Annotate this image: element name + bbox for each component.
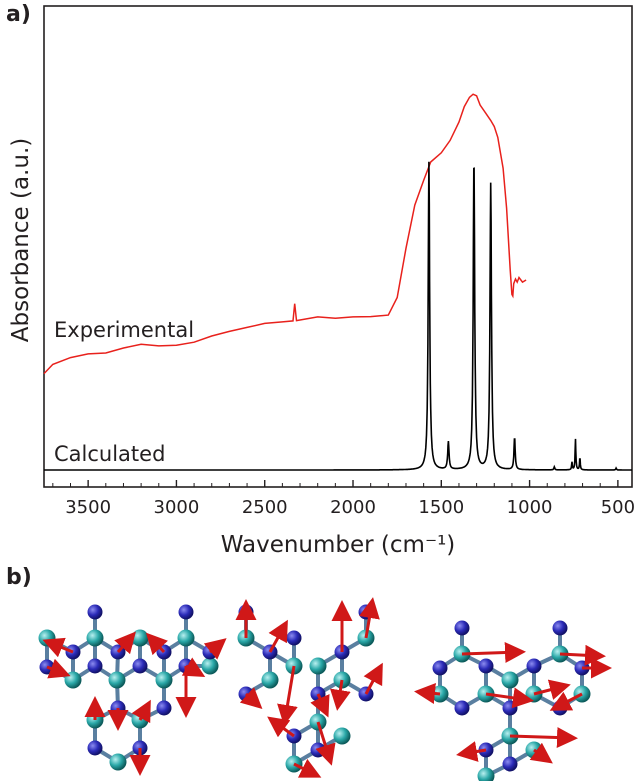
x-tick-label-1000: 1000 — [507, 497, 553, 518]
molecule-mode-1 — [38, 604, 227, 776]
displacement-arrow — [268, 619, 288, 653]
displacement-arrow — [485, 687, 534, 709]
displacement-arrow — [310, 693, 330, 718]
series-layer — [43, 93, 632, 471]
series-calculated-line — [44, 161, 632, 471]
nitrogen-atom — [432, 660, 448, 676]
nitrogen-atom — [454, 620, 470, 636]
nitrogen-atom — [552, 620, 568, 636]
displacement-arrow — [330, 679, 351, 711]
annotation-calculated: Calculated — [54, 442, 165, 466]
nitrogen-atom — [454, 700, 470, 716]
displacement-arrow — [239, 687, 263, 710]
displacement-arrow — [145, 632, 168, 656]
annotation-experimental: Experimental — [54, 318, 194, 342]
displacement-arrow — [533, 679, 571, 700]
displacement-arrow — [277, 665, 298, 726]
nitrogen-atom — [286, 630, 302, 646]
nitrogen-atom — [526, 658, 542, 674]
displacement-arrow — [293, 758, 322, 778]
x-tick-label-2000: 2000 — [330, 497, 376, 518]
nitrogen-atom — [478, 658, 494, 674]
nitrogen-atom — [310, 742, 326, 758]
carbon-atom — [86, 629, 104, 647]
plot-frame — [43, 5, 633, 488]
displacement-arrow — [559, 644, 606, 666]
displacement-arrow — [181, 657, 206, 677]
displacement-arrow — [46, 658, 71, 679]
carbon-atom — [309, 657, 327, 675]
nitrogen-atom — [156, 700, 172, 716]
carbon-atom — [109, 753, 127, 771]
molecule-mode-3 — [414, 620, 612, 781]
x-tick-label-3500: 3500 — [65, 497, 111, 518]
displacement-arrow — [42, 637, 74, 658]
carbon-atom — [64, 671, 82, 689]
carbon-atom — [177, 629, 195, 647]
x-axis-ticks: 3500 3000 2500 2000 1500 1000 500 — [52, 480, 635, 518]
displacement-arrow — [114, 631, 136, 655]
carbon-atom — [131, 629, 149, 647]
carbon-atom — [333, 727, 351, 745]
panel-label-b: b) — [6, 565, 32, 590]
carbon-atom — [108, 671, 126, 689]
carbon-atom — [155, 671, 173, 689]
displacement-arrow — [456, 741, 487, 762]
nitrogen-atom — [132, 658, 148, 674]
molecule-mode-2 — [235, 597, 383, 778]
x-tick-label-3000: 3000 — [154, 497, 200, 518]
panel-label-a: a) — [6, 2, 31, 27]
x-tick-label-500: 500 — [601, 497, 635, 518]
carbon-atom — [261, 671, 279, 689]
nitrogen-atom — [178, 604, 194, 620]
displacement-arrow — [414, 683, 441, 704]
displacement-arrow — [203, 638, 227, 660]
x-tick-label-1500: 1500 — [418, 497, 464, 518]
displacement-arrow — [461, 642, 526, 664]
y-axis-label: Absorbance (a.u.) — [8, 138, 34, 342]
displacement-arrow — [359, 597, 380, 639]
x-axis-label: Wavenumber (cm⁻¹) — [221, 532, 456, 558]
vibrational-modes — [38, 597, 612, 781]
nitrogen-atom — [502, 756, 518, 772]
displacement-arrow — [131, 699, 151, 724]
carbon-atom — [201, 657, 219, 675]
carbon-atom — [501, 671, 519, 689]
nitrogen-atom — [87, 658, 103, 674]
ir-spectrum-plot: 3500 3000 2500 2000 1500 1000 500 Experimental… — [8, 5, 635, 558]
displacement-arrow — [549, 691, 583, 711]
nitrogen-atom — [87, 604, 103, 620]
series-experimental-line — [43, 93, 527, 375]
displacement-arrow — [315, 721, 336, 766]
carbon-atom — [477, 767, 495, 781]
displacement-arrow — [509, 727, 578, 749]
displacement-arrow — [267, 716, 295, 738]
displacement-arrow — [363, 662, 383, 695]
nitrogen-atom — [502, 700, 518, 716]
x-tick-label-2500: 2500 — [242, 497, 288, 518]
displacement-arrow — [529, 742, 553, 764]
nitrogen-atom — [87, 740, 103, 756]
